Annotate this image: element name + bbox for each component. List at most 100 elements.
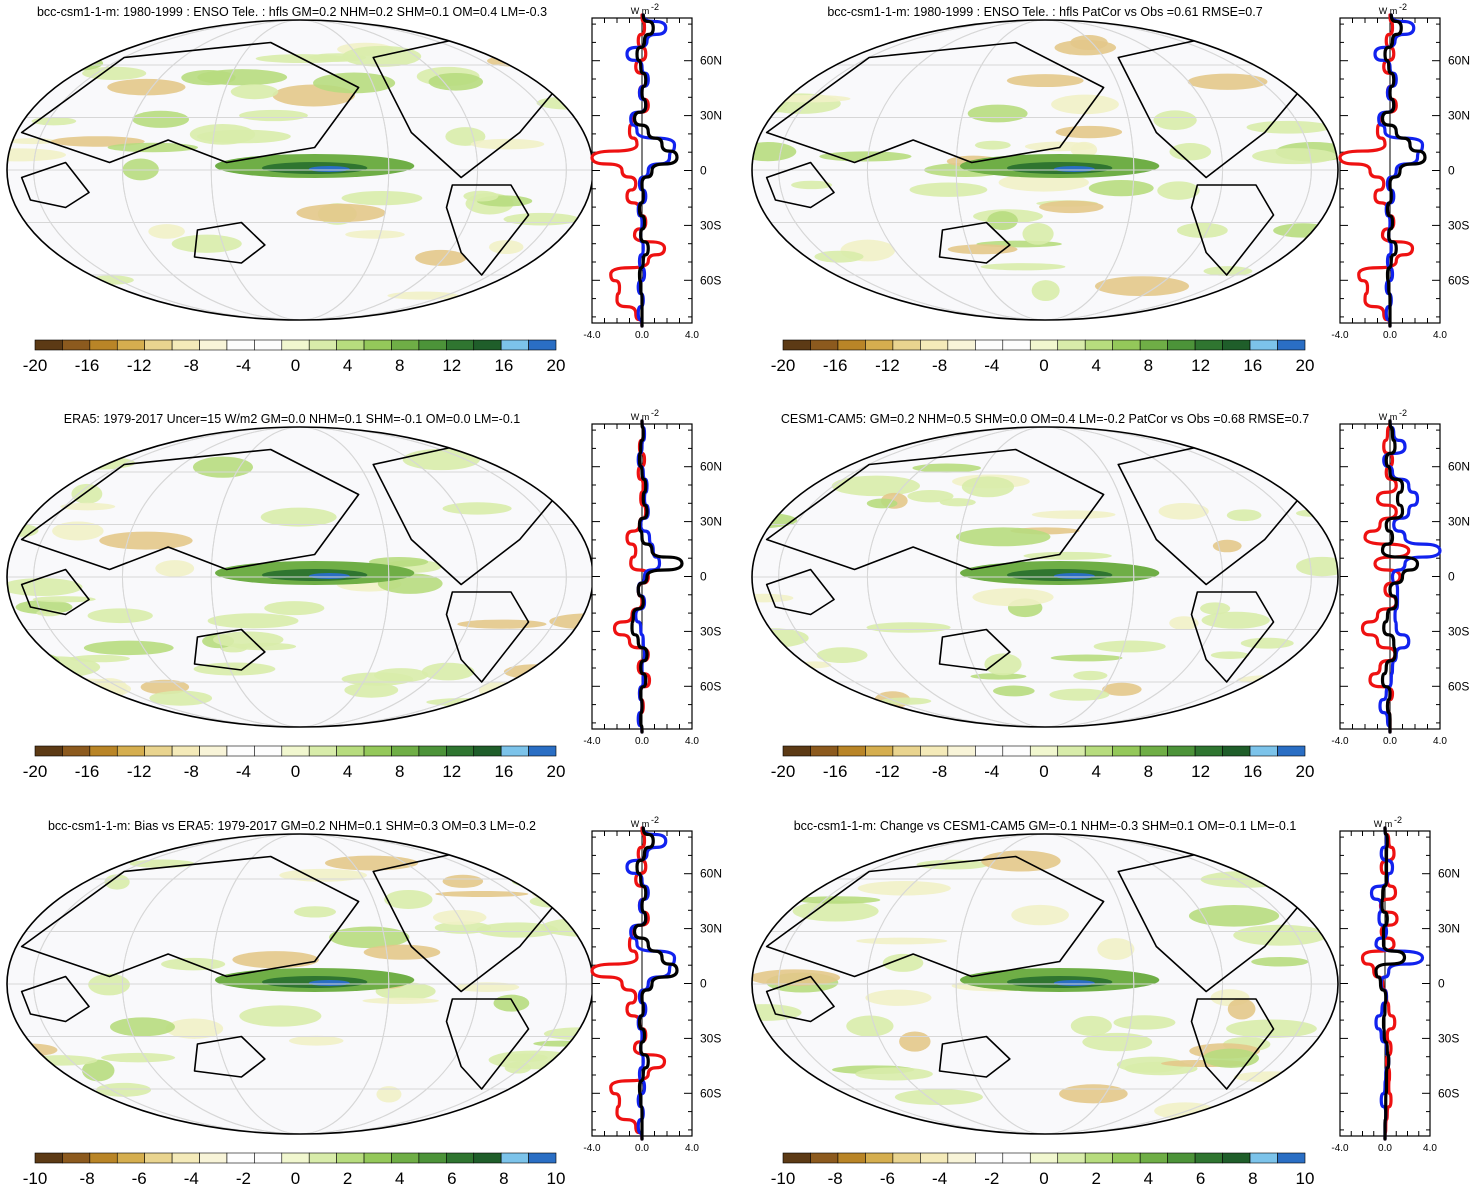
lat-label: 60S bbox=[1438, 1086, 1459, 1100]
continent-outline bbox=[938, 221, 1011, 264]
lat-label: 30N bbox=[700, 922, 722, 936]
lat-label: 0 bbox=[1448, 570, 1455, 584]
shading-patch bbox=[866, 622, 951, 633]
continent-outline bbox=[193, 221, 266, 264]
shading-patch bbox=[363, 944, 441, 960]
lat-label: 30N bbox=[1448, 109, 1470, 123]
shading-patch bbox=[1070, 35, 1108, 51]
shading-patch bbox=[1293, 1065, 1338, 1086]
shading-patch bbox=[442, 874, 484, 888]
shading-patch bbox=[376, 1086, 402, 1103]
meridian-line bbox=[866, 20, 1224, 320]
colorbar-label: -8 bbox=[932, 356, 947, 375]
meridian-line bbox=[955, 834, 1135, 1134]
colorbar-cell bbox=[837, 745, 866, 757]
shading-patch bbox=[1093, 640, 1166, 653]
shading-patch bbox=[324, 855, 419, 871]
shading-patch bbox=[1233, 924, 1328, 946]
profile-line bbox=[632, 13, 679, 328]
lat-label: 60N bbox=[1448, 460, 1470, 474]
shading-patch bbox=[1051, 94, 1119, 115]
colorbar-cell bbox=[1277, 339, 1306, 351]
profile-line bbox=[630, 419, 684, 734]
map-border bbox=[751, 426, 1339, 728]
meridian-line bbox=[121, 427, 479, 727]
shading-patch bbox=[857, 881, 951, 896]
shading-patch bbox=[402, 448, 480, 471]
colorbar-cell bbox=[199, 745, 228, 757]
colorbar-label: -16 bbox=[823, 762, 848, 781]
shading-patch bbox=[972, 588, 1054, 607]
lat-label: 0 bbox=[700, 570, 707, 584]
colorbar-cell bbox=[1139, 745, 1168, 757]
continent-outline bbox=[193, 628, 266, 671]
shading-patch bbox=[1273, 223, 1334, 238]
colorbar-cell bbox=[528, 339, 557, 351]
colorbar-label: -20 bbox=[23, 762, 48, 781]
map-field bbox=[752, 20, 1338, 320]
lat-label: 30S bbox=[700, 218, 721, 232]
unit-label: W m bbox=[631, 6, 650, 16]
shading-patch bbox=[470, 138, 545, 150]
colorbar-label: 0 bbox=[291, 1169, 300, 1187]
map-field bbox=[7, 20, 593, 320]
shading-patch bbox=[1278, 41, 1335, 62]
shading-patch bbox=[816, 647, 868, 664]
colorbar-cell bbox=[336, 339, 365, 351]
unit-exponent: -2 bbox=[651, 815, 659, 825]
shading-patch bbox=[916, 859, 989, 870]
shading-patch bbox=[1233, 1071, 1313, 1083]
lat-label: 60N bbox=[1448, 54, 1470, 68]
shading-patch bbox=[882, 953, 924, 972]
lat-label: 30N bbox=[700, 515, 722, 529]
shading-patch bbox=[1203, 266, 1253, 276]
shading-patch bbox=[59, 456, 136, 470]
colorbar-cell bbox=[865, 745, 894, 757]
colorbar-cell bbox=[1139, 339, 1168, 351]
lat-label: 60N bbox=[700, 460, 722, 474]
continent-outline bbox=[445, 184, 530, 276]
shading-patch bbox=[533, 1040, 587, 1047]
shading-patch bbox=[831, 475, 921, 497]
colorbar-cell bbox=[947, 1152, 976, 1164]
colorbar-cell bbox=[528, 1152, 557, 1164]
shading-patch bbox=[488, 240, 524, 255]
colorbar-cell bbox=[1167, 745, 1196, 757]
profile-line bbox=[590, 13, 667, 328]
colorbar-label: 8 bbox=[499, 1169, 508, 1187]
shading-patch bbox=[24, 1055, 98, 1066]
colorbar-label: -20 bbox=[771, 762, 796, 781]
shading-patch bbox=[1308, 664, 1338, 683]
shading-patch bbox=[1296, 556, 1338, 577]
shading-patch bbox=[1070, 1015, 1112, 1036]
shading-patch bbox=[476, 922, 559, 938]
continent-outline bbox=[765, 448, 1105, 571]
colorbar-cell bbox=[1002, 1152, 1031, 1164]
shading-patch bbox=[791, 180, 833, 190]
colorbar-cell bbox=[975, 1152, 1004, 1164]
shading-patch bbox=[1188, 905, 1280, 927]
profile-line bbox=[1378, 419, 1442, 734]
colorbar-label: 6 bbox=[447, 1169, 456, 1187]
meridian-line bbox=[33, 20, 567, 320]
lat-label: 60S bbox=[700, 679, 721, 693]
map-field bbox=[7, 427, 593, 727]
shading-patch bbox=[435, 890, 529, 898]
meridian-line bbox=[778, 20, 1312, 320]
shading-patch bbox=[149, 690, 213, 706]
colorbar-label: -4 bbox=[236, 762, 251, 781]
colorbar-cell bbox=[34, 745, 63, 757]
continent-outline bbox=[20, 41, 360, 164]
colorbar-label: -2 bbox=[984, 1169, 999, 1187]
continent-outline bbox=[20, 855, 360, 978]
panel-title: bcc-csm1-1-m: 1980-1999 : ENSO Tele. : h… bbox=[37, 5, 547, 19]
colorbar-cell bbox=[391, 1152, 420, 1164]
colorbar-label: 8 bbox=[1144, 762, 1153, 781]
colorbar-label: 4 bbox=[1091, 356, 1100, 375]
x-tick-label: 4.0 bbox=[1423, 1143, 1437, 1154]
unit-label: W m bbox=[631, 819, 650, 829]
colorbar-cell bbox=[1194, 745, 1223, 757]
shading-patch bbox=[773, 34, 818, 53]
lat-label: 30N bbox=[700, 109, 722, 123]
colorbar-cell bbox=[89, 745, 118, 757]
